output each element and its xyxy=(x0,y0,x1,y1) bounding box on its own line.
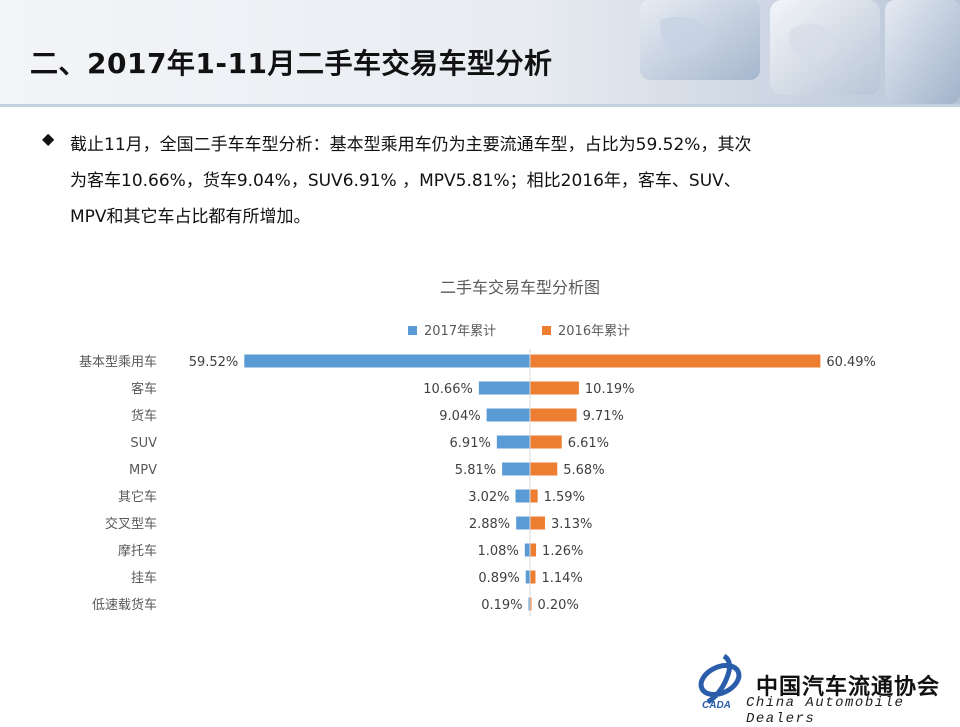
legend-label: 2016年累计 xyxy=(558,324,630,339)
category-label: 交叉型车 xyxy=(105,516,157,532)
data-label-2017: 6.91% xyxy=(450,436,491,451)
chart-bars: 基本型乘用车 59.52% 60.49% 客车 10.66% 10.19% 货车 9.04% 9… xyxy=(79,349,876,616)
data-label-2017: 9.04% xyxy=(439,409,480,424)
category-label: 货车 xyxy=(131,408,157,424)
data-label-2016: 9.71% xyxy=(583,409,624,424)
category-label: 摩托车 xyxy=(118,543,157,559)
bar-2017 xyxy=(516,516,530,530)
cada-logo-icon: CADA xyxy=(698,653,742,710)
bar-2017 xyxy=(525,570,530,584)
data-label-2017: 5.81% xyxy=(455,463,496,478)
bar-2016 xyxy=(530,462,558,476)
bar-2016 xyxy=(530,489,538,503)
category-label: 其它车 xyxy=(118,489,157,505)
data-label-2016: 1.14% xyxy=(541,571,582,586)
bar-2016 xyxy=(530,543,537,557)
org-name-cn: 中国汽车流通协会 xyxy=(756,674,941,700)
legend-swatch xyxy=(542,326,551,335)
legend-swatch xyxy=(408,326,417,335)
org-name-en: China Automobile Dealers xyxy=(746,695,905,727)
svg-text:CADA: CADA xyxy=(702,700,731,710)
bar-2016 xyxy=(530,381,579,395)
bar-2016 xyxy=(530,516,546,530)
category-label: 客车 xyxy=(131,381,157,397)
data-label-2016: 0.20% xyxy=(538,598,579,613)
bar-2017 xyxy=(244,354,530,368)
category-label: 挂车 xyxy=(131,570,157,586)
data-label-2017: 3.02% xyxy=(468,490,509,505)
bar-2017 xyxy=(486,408,530,422)
header-divider xyxy=(0,104,960,107)
legend-label: 2017年累计 xyxy=(424,324,496,339)
data-label-2017: 2.88% xyxy=(469,517,510,532)
data-label-2016: 5.68% xyxy=(563,463,604,478)
category-label: MPV xyxy=(129,463,157,478)
page-title: 二、2017年1-11月二手车交易车型分析 xyxy=(30,47,553,80)
summary-line: MPV和其它车占比都有所增加。 xyxy=(70,207,311,227)
bar-2017 xyxy=(524,543,530,557)
data-label-2016: 60.49% xyxy=(826,355,876,370)
chart-title: 二手车交易车型分析图 xyxy=(440,278,600,297)
data-label-2017: 10.66% xyxy=(423,382,473,397)
summary-line: 截止11月，全国二手车车型分析：基本型乘用车仍为主要流通车型，占比为59.52%… xyxy=(70,135,752,155)
chart-legend: 2017年累计 2016年累计 xyxy=(408,324,630,339)
category-label: SUV xyxy=(130,436,157,451)
bullet-diamond-icon: ◆ xyxy=(42,129,55,148)
data-label-2016: 6.61% xyxy=(568,436,609,451)
bar-2016 xyxy=(530,435,562,449)
bar-2016 xyxy=(530,570,536,584)
data-label-2017: 0.89% xyxy=(478,571,519,586)
bar-2016 xyxy=(530,354,821,368)
data-label-2017: 1.08% xyxy=(478,544,519,559)
data-label-2016: 3.13% xyxy=(551,517,592,532)
category-label: 基本型乘用车 xyxy=(79,354,157,370)
bar-2016 xyxy=(530,408,577,422)
data-label-2017: 0.19% xyxy=(481,598,522,613)
summary-text: 截止11月，全国二手车车型分析：基本型乘用车仍为主要流通车型，占比为59.52%… xyxy=(70,127,930,235)
data-label-2016: 1.59% xyxy=(544,490,585,505)
header-banner: 二、2017年1-11月二手车交易车型分析 xyxy=(0,0,960,104)
bar-2017 xyxy=(502,462,530,476)
summary-line: 为客车10.66%，货车9.04%，SUV6.91% ，MPV5.81%；相比2… xyxy=(70,171,741,191)
data-label-2016: 1.26% xyxy=(542,544,583,559)
globe-decoration-icon xyxy=(640,0,960,104)
bar-2017 xyxy=(515,489,530,503)
data-label-2016: 10.19% xyxy=(585,382,635,397)
bar-2017 xyxy=(496,435,530,449)
bar-2017 xyxy=(478,381,530,395)
category-label: 低速载货车 xyxy=(92,597,157,613)
bar-2016 xyxy=(530,597,532,611)
vehicle-type-chart: 二手车交易车型分析图 2017年累计 2016年累计 基本型乘用车 59.52% 60… xyxy=(79,278,876,616)
bar-2017 xyxy=(528,597,530,611)
data-label-2017: 59.52% xyxy=(189,355,239,370)
